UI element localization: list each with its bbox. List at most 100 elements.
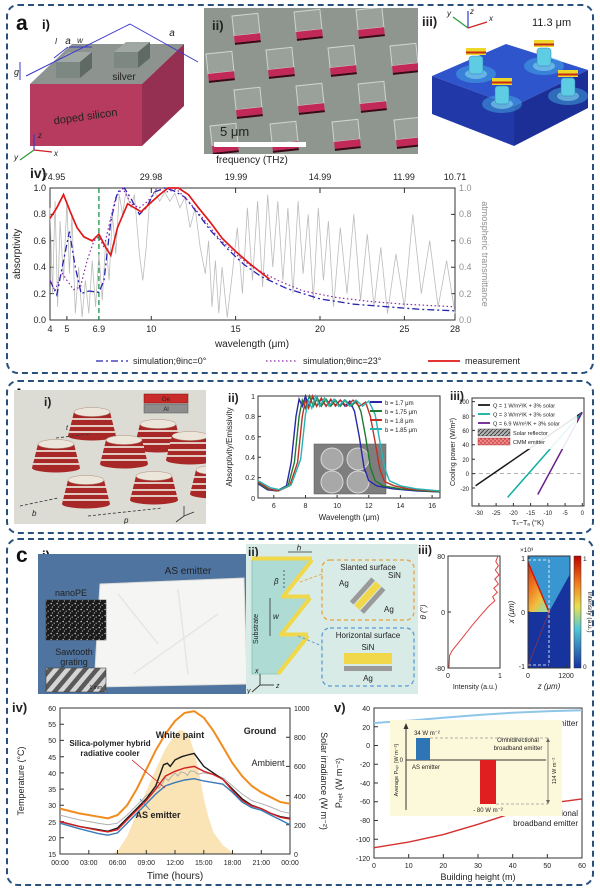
y2-axis-title: Solar irradiance (W m⁻²) — [319, 732, 329, 830]
axis-z-label: z — [469, 7, 474, 16]
x-tick: -30 — [475, 511, 484, 517]
panel-c-iii-heatmap: ×10³ 1 0 -1 x (μm) 0 1200 z (μm) 1 0 Int… — [508, 547, 592, 691]
heatmap-hot-edge — [527, 561, 550, 613]
atmospheric-transmittance-curve — [49, 191, 456, 318]
nanope-inset — [45, 599, 107, 641]
y-tick: 80 — [462, 415, 469, 421]
dim-a-left: a — [65, 36, 71, 47]
panel-a-iv-chart: iv) frequency (THz) 74.95 29.98 19.99 14… — [12, 155, 521, 366]
x-tick: 0 — [372, 863, 376, 870]
sin-label-2: SiN — [362, 643, 375, 652]
cb-tick-bottom: 0 — [583, 664, 587, 671]
x-tick: 15 — [231, 324, 241, 334]
svg-text:Q = 1 W/m²/K + 3% solar: Q = 1 W/m²/K + 3% solar — [493, 404, 555, 410]
freq-axis-title: frequency (THz) — [216, 155, 288, 166]
axis-x-label: x — [254, 668, 259, 675]
y-tick: 40 — [362, 706, 370, 713]
dim-l: l — [55, 37, 57, 46]
x-tick: 03:00 — [80, 860, 98, 867]
y-tick: -20 — [460, 487, 469, 493]
doped-silicon-side-face — [142, 44, 184, 146]
x-tick: 50 — [543, 863, 551, 870]
white-paint-annotation: White paint — [156, 730, 205, 740]
y2-tick: 600 — [294, 764, 306, 771]
freq-tick-marks — [49, 188, 456, 193]
y-tick: 0.6 — [33, 236, 46, 246]
slanted-surface-label: Slanted surface — [340, 563, 396, 572]
freq-tick: 11.99 — [393, 172, 415, 182]
al-swatch — [143, 403, 189, 414]
ag-label-1: Ag — [339, 579, 349, 588]
sawtooth-label-2: grating — [60, 657, 88, 667]
beta-label: β — [273, 577, 279, 586]
y-axis-title: Pₙₑₜ (W m⁻²) — [334, 758, 344, 808]
t-label: t — [66, 425, 69, 432]
freq-tick: 19.99 — [225, 172, 248, 182]
x-tick: 10 — [405, 863, 413, 870]
y-axis-title: absorptivity — [12, 229, 23, 280]
colorbar-label: Intensity (a.u.) — [586, 591, 592, 632]
tick-marks — [59, 707, 291, 855]
panel-b-i-label: i) — [44, 395, 51, 409]
x-tick: 0 — [581, 511, 585, 517]
y-tick: 20 — [48, 836, 56, 843]
y-tick: 25 — [48, 820, 56, 827]
y-tick: 40 — [462, 443, 469, 449]
x-tick: 60 — [578, 863, 586, 870]
x-tick: -5 — [562, 511, 568, 517]
x-tick: 25 — [399, 324, 409, 334]
x-axis-title: Building height (m) — [440, 872, 515, 882]
y-tick: -1 — [519, 664, 525, 671]
y2-tick: 1000 — [294, 706, 310, 713]
curve-b-1.75 — [257, 393, 441, 493]
y-tick: 15 — [48, 852, 56, 859]
axis-y-label: y — [246, 688, 251, 694]
x-tick-marks — [49, 316, 456, 320]
panel-a-ii-label: ii) — [212, 18, 224, 33]
freq-tick: 10.71 — [444, 172, 467, 182]
y-tick: -80 — [435, 666, 445, 673]
inset-axis-arrowhead — [403, 723, 409, 729]
doped-silicon-front-face — [30, 84, 142, 146]
y-tick: 0.4 — [33, 262, 46, 272]
freq-tick: 74.95 — [43, 172, 66, 182]
y-tick: -80 — [360, 818, 370, 825]
slanted-surface-box — [321, 559, 415, 621]
y-tick: 0.4 — [245, 455, 255, 462]
x-tick: 21:00 — [253, 860, 271, 867]
inset-as-label: AS emitter — [412, 765, 440, 771]
x-tick: 15:00 — [195, 860, 213, 867]
as-emitter-curve — [59, 777, 291, 836]
y-tick: 20 — [362, 725, 370, 732]
y2-tick: 0.0 — [459, 315, 472, 325]
x-tick: 18:00 — [224, 860, 242, 867]
ag-label-3: Ag — [363, 674, 373, 683]
x-tick: -25 — [492, 511, 501, 517]
panel-b-ii-chart: ii) 1 0.8 0.6 0.4 0.2 0 6 8 10 12 14 16 … — [225, 391, 441, 522]
panel-a-i-schematic: a a l w g silver doped silicon z y x — [13, 23, 199, 162]
heatmap-faint-ray — [527, 611, 550, 667]
y-tick: 80 — [437, 554, 445, 561]
ambient-curve — [59, 770, 291, 826]
y2-tick: 200 — [294, 823, 306, 830]
axis-y-label: y — [446, 9, 452, 18]
horizontal-surface-box — [321, 627, 415, 687]
y-axis-title: x (μm) — [508, 600, 516, 624]
y-tick: 50 — [48, 738, 56, 745]
panel-c-v-chart: v) 40 20 0 -20 -40 -60 -80 -100 -120 0 1… — [334, 700, 586, 882]
y-tick: 0.2 — [245, 475, 255, 482]
legend-sim23: simulation;θinc=23° — [303, 356, 382, 366]
as-emitter-annotation: AS emitter — [135, 810, 181, 820]
scale-bar — [214, 142, 306, 147]
solar-irradiance-area — [60, 729, 290, 854]
panel-c-ii-schematic: ii) h β w Substrate x z y Slanted surfac… — [246, 544, 418, 694]
angular-intensity-curve — [448, 555, 500, 669]
y2-tick: 0.8 — [459, 209, 472, 219]
panel-c-iii-label: iii) — [418, 543, 432, 557]
ambient-annotation: Ambient — [251, 758, 285, 768]
ge-swatch — [143, 393, 189, 404]
y-tick: 60 — [462, 429, 469, 435]
y-tick: 0.8 — [33, 209, 46, 219]
simulation-23deg-curve — [49, 186, 456, 308]
y-tick: 55 — [48, 722, 56, 729]
